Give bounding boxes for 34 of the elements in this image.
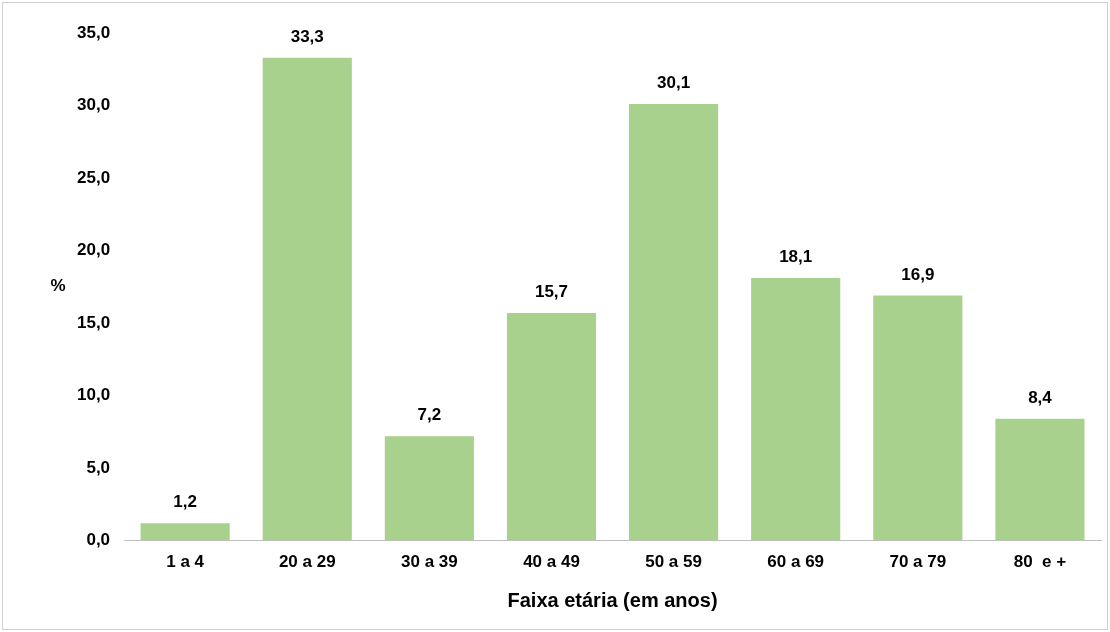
bar bbox=[506, 312, 597, 541]
x-tick-label: 60 a 69 bbox=[767, 552, 825, 572]
bar bbox=[140, 523, 230, 541]
y-tick-label: 15,0 bbox=[76, 312, 111, 332]
data-label: 1,2 bbox=[173, 492, 197, 512]
x-tick-label: 50 a 59 bbox=[645, 552, 702, 572]
bar bbox=[751, 278, 841, 541]
y-tick-label: 25,0 bbox=[76, 167, 111, 187]
data-label: 7,2 bbox=[417, 405, 442, 425]
bar bbox=[262, 57, 352, 541]
y-tick-label: 20,0 bbox=[76, 240, 111, 260]
data-label: 15,7 bbox=[534, 282, 569, 302]
y-tick-label: 30,0 bbox=[76, 95, 111, 115]
y-tick-label: 0,0 bbox=[86, 530, 111, 550]
data-label: 8,4 bbox=[1028, 387, 1053, 407]
x-tick-label: 70 a 79 bbox=[889, 552, 947, 572]
x-tick-label: 30 a 39 bbox=[401, 552, 458, 572]
bar bbox=[873, 295, 963, 541]
data-label: 18,1 bbox=[779, 247, 813, 267]
x-tick-label: 80 e + bbox=[1013, 552, 1067, 572]
bar bbox=[384, 436, 474, 541]
x-tick-label: 1 a 4 bbox=[166, 552, 205, 572]
data-label: 16,9 bbox=[901, 264, 935, 284]
y-axis-title: % bbox=[50, 276, 66, 296]
x-tick-label: 40 a 49 bbox=[523, 552, 580, 572]
x-axis-title: Faixa etária (em anos) bbox=[507, 588, 718, 611]
y-tick-label: 35,0 bbox=[76, 22, 111, 42]
bar bbox=[629, 104, 719, 541]
y-tick-label: 5,0 bbox=[86, 457, 111, 477]
data-label: 33,3 bbox=[290, 26, 324, 46]
x-tick-label: 20 a 29 bbox=[278, 552, 336, 572]
bar bbox=[995, 418, 1085, 541]
data-label: 30,1 bbox=[657, 73, 691, 93]
y-tick-label: 10,0 bbox=[76, 385, 111, 405]
